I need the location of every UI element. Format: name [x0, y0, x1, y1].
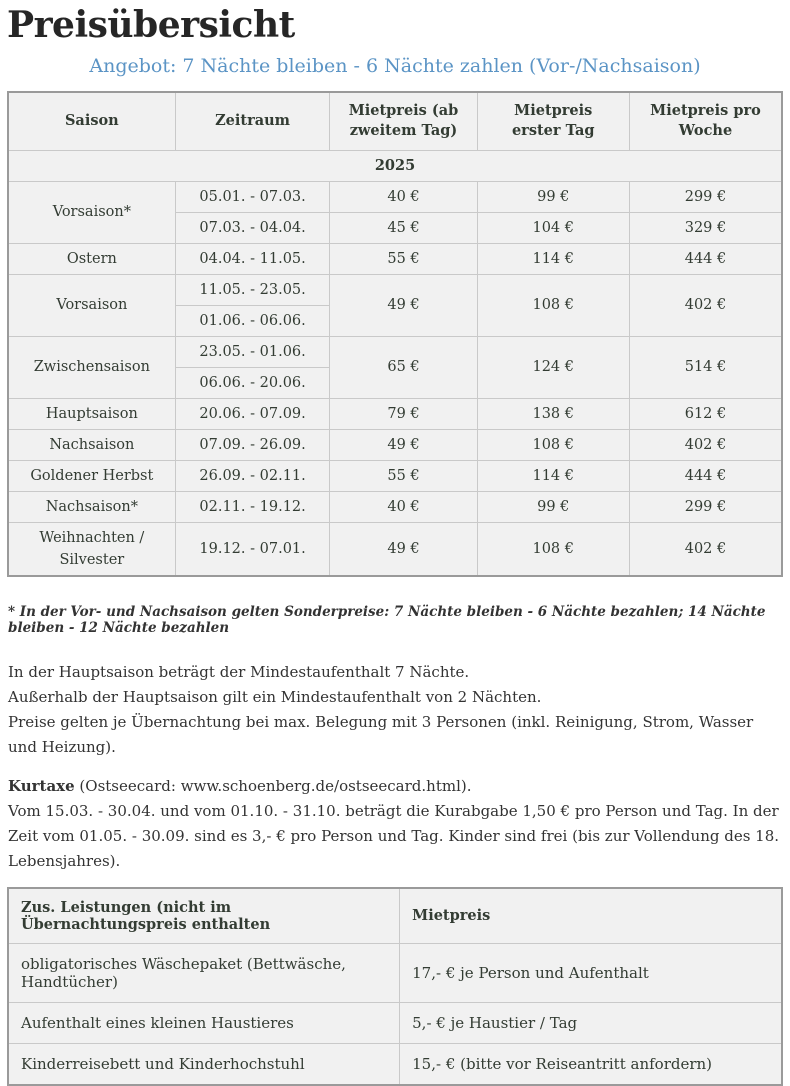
table-cell: 55 € [329, 459, 478, 492]
kurtaxe-body: Vom 15.03. - 30.04. und vom 01.10. - 31.… [8, 801, 780, 870]
table-row: Zwischensaison 23.05. - 01.06. 65 €124 €51… [7, 335, 783, 399]
table-cell: 402 € [628, 521, 783, 577]
table-cell: 79 € [329, 397, 478, 430]
table-row: Nachsaison 07.09. - 26.09. 49 €108 €402 € [7, 428, 783, 461]
table-cell: Weihnachten / Silvester [7, 521, 176, 577]
table-cell: 402 € [628, 273, 783, 337]
price-table-header: Saison Zeitraum Mietpreis (ab zweitem Tag)… [7, 91, 783, 151]
note-line: Preise gelten je Übernachtung bei max. B… [8, 712, 754, 756]
table-row: Vorsaison 11.05. - 23.05. 49 €108 €402 € [7, 273, 783, 337]
table-cell: 114 € [476, 242, 630, 275]
price-table-body: 2025 Vorsaison* 05.01. - 07.03. 40 €99 €299… [7, 149, 783, 577]
table-cell: 299 € [628, 180, 783, 213]
column-header-cell: Mietpreis (ab zweitem Tag) [329, 91, 478, 151]
table-row: Ostern 04.04. - 11.05. 55 €114 €444 € [7, 242, 783, 275]
offer-subtitle: Angebot: 7 Nächte bleiben - 6 Nächte zah… [89, 55, 701, 78]
table-cell: 114 € [476, 459, 630, 492]
table-cell: 40 € [329, 180, 478, 213]
table-cell: 104 € [476, 211, 630, 244]
table-cell: 444 € [628, 459, 783, 492]
table-cell: 99 € [476, 490, 630, 523]
table-cell: Nachsaison [7, 428, 176, 461]
note-line: In der Hauptsaison beträgt der Mindestau… [8, 662, 470, 681]
table-cell: 19.12. - 07.01. [174, 521, 331, 577]
year-cell: 2025 [7, 149, 783, 182]
table-cell: 329 € [628, 211, 783, 244]
table-cell: 65 € [329, 335, 478, 399]
price-table: Saison Zeitraum Mietpreis (ab zweitem Tag)… [7, 91, 783, 577]
table-cell: 49 € [329, 428, 478, 461]
table-cell: 138 € [476, 397, 630, 430]
table-cell: Vorsaison [7, 273, 176, 337]
note-line: Außerhalb der Hauptsaison gilt ein Minde… [8, 687, 542, 706]
table-cell: 02.11. - 19.12. [174, 490, 331, 523]
table-cell: 108 € [476, 273, 630, 337]
table-row: Aufenthalt eines kleinen Haustieres 5,- €… [7, 1001, 783, 1044]
table-cell: 49 € [329, 273, 478, 337]
table-row: Goldener Herbst 26.09. - 02.11. 55 €114 €4… [7, 459, 783, 492]
table-row: Vorsaison* 05.01. - 07.03. 40 €99 €299 € [7, 180, 783, 244]
table-cell: 40 € [329, 490, 478, 523]
table-cell: Nachsaison* [7, 490, 176, 523]
table-cell: 5,- € je Haustier / Tag [399, 1001, 783, 1044]
extras-table-header: Zus. Leistungen (nicht im Übernachtungsp… [7, 887, 783, 944]
table-cell: 17,- € je Person und Aufenthalt [399, 942, 783, 1003]
table-cell: 04.04. - 11.05. [174, 242, 331, 275]
table-cell: Aufenthalt eines kleinen Haustieres [7, 1001, 401, 1044]
column-header-cell: Saison [7, 91, 176, 151]
table-cell: 20.06. - 07.09. [174, 397, 331, 430]
table-cell: 612 € [628, 397, 783, 430]
kurtaxe-suffix: (Ostseecard: www.schoenberg.de/ostseecar… [74, 776, 472, 795]
table-cell: 01.06. - 06.06. [174, 304, 331, 337]
extras-section: Zus. Leistungen (nicht im Übernachtungsp… [7, 886, 783, 1086]
min-stay-notes: In der Hauptsaison beträgt der Mindestau… [8, 660, 783, 760]
table-cell: Vorsaison* [7, 180, 176, 244]
table-cell: 108 € [476, 521, 630, 577]
table-cell: 11.05. - 23.05. [174, 273, 331, 306]
table-cell: Goldener Herbst [7, 459, 176, 492]
column-header-cell: Mietpreis [399, 887, 783, 944]
table-cell: 49 € [329, 521, 478, 577]
table-cell: 07.09. - 26.09. [174, 428, 331, 461]
table-cell: 05.01. - 07.03. [174, 180, 331, 213]
column-header-cell: Mietpreis pro Woche [628, 91, 783, 151]
table-row: 01.06. - 06.06. [8, 304, 782, 337]
table-cell: obligatorisches Wäschepaket (Bettwäsche,… [7, 942, 401, 1003]
table-cell: 299 € [628, 490, 783, 523]
table-cell: 23.05. - 01.06. [174, 335, 331, 368]
table-cell: 444 € [628, 242, 783, 275]
table-cell: 55 € [329, 242, 478, 275]
table-cell: 07.03. - 04.04. [174, 211, 331, 244]
table-cell: Zwischensaison [7, 335, 176, 399]
table-cell: 514 € [628, 335, 783, 399]
table-cell: Ostern [7, 242, 176, 275]
column-header-cell: Zus. Leistungen (nicht im Übernachtungsp… [7, 887, 401, 944]
page-title: Preisübersicht [7, 4, 295, 46]
extras-table: Zus. Leistungen (nicht im Übernachtungsp… [7, 886, 783, 1086]
table-cell: 06.06. - 20.06. [174, 366, 331, 399]
table-cell: 45 € [329, 211, 478, 244]
column-header-cell: Mietpreis erster Tag [476, 91, 630, 151]
table-cell: 108 € [476, 428, 630, 461]
table-row: 07.03. - 04.04. 45 €104 €329 € [8, 211, 783, 244]
table-row: Nachsaison* 02.11. - 19.12. 40 €99 €299 € [7, 490, 783, 523]
table-row: Hauptsaison 20.06. - 07.09. 79 €138 €612 € [7, 397, 783, 430]
kurtaxe-note: Kurtaxe (Ostseecard: www.schoenberg.de/o… [8, 774, 783, 874]
table-row: 06.06. - 20.06. [8, 366, 782, 399]
table-cell: Kinderreisebett und Kinderhochstuhl [7, 1042, 401, 1086]
special-price-footnote: * In der Vor- und Nachsaison gelten Sond… [8, 603, 766, 636]
extras-table-body: obligatorisches Wäschepaket (Bettwäsche,… [7, 942, 783, 1086]
table-cell: 26.09. - 02.11. [174, 459, 331, 492]
column-header-cell: Zeitraum [174, 91, 331, 151]
table-cell: 124 € [476, 335, 630, 399]
table-cell: 402 € [628, 428, 783, 461]
table-cell: 15,- € (bitte vor Reiseantritt anfordern… [399, 1042, 783, 1086]
table-row: Kinderreisebett und Kinderhochstuhl 15,- … [7, 1042, 783, 1086]
table-row: obligatorisches Wäschepaket (Bettwäsche,… [7, 942, 783, 1003]
kurtaxe-label: Kurtaxe [8, 776, 75, 795]
table-cell: 99 € [476, 180, 630, 213]
table-row: Weihnachten / Silvester 19.12. - 07.01. 49… [7, 521, 783, 577]
table-cell: Hauptsaison [7, 397, 176, 430]
